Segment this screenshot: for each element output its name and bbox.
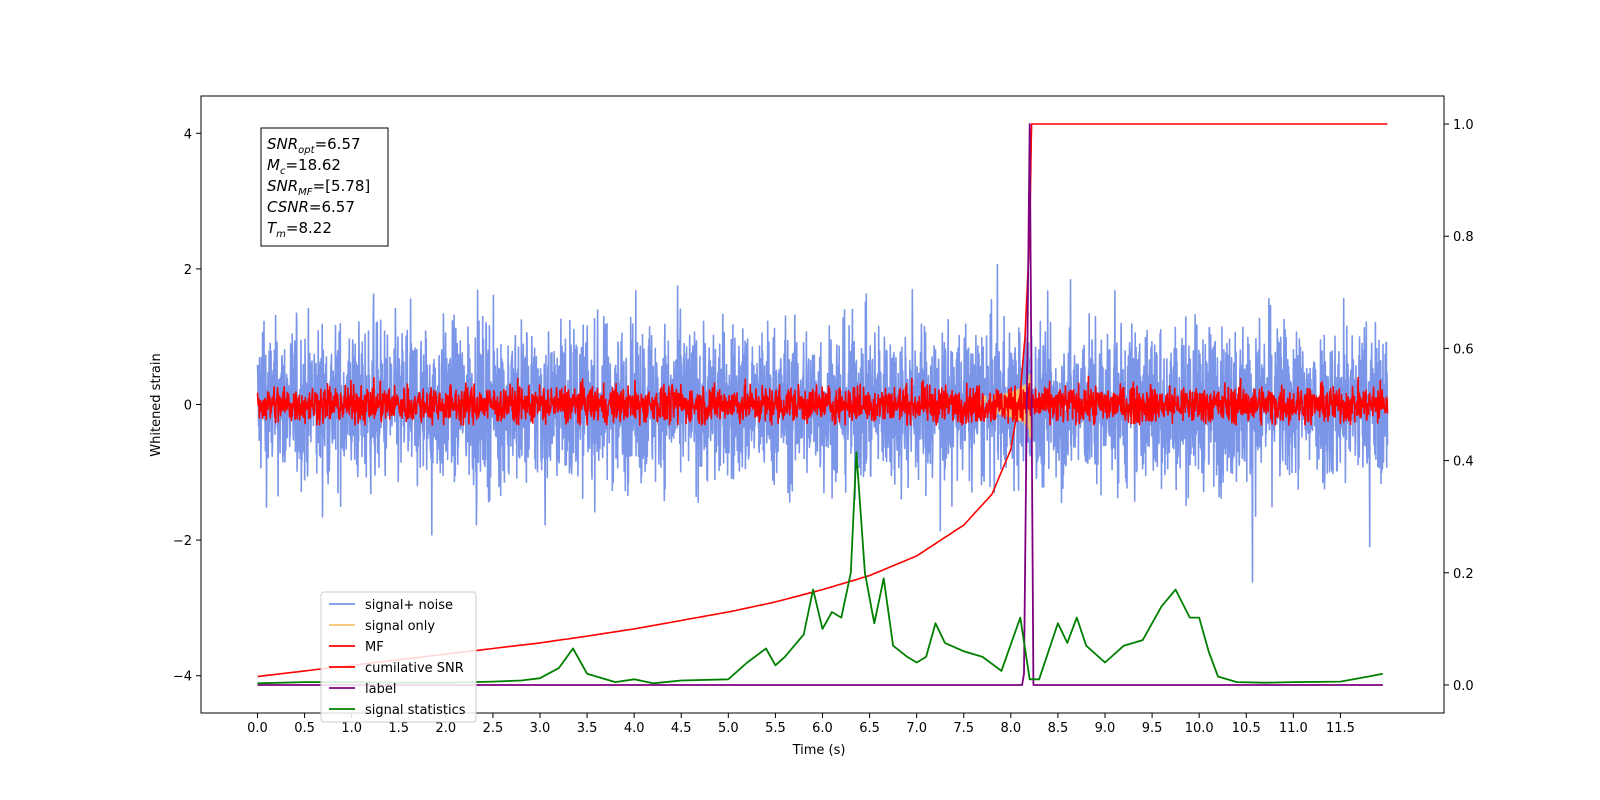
x-tick-label: 3.5 <box>577 721 598 736</box>
legend-label: cumilative SNR <box>365 661 464 676</box>
y-axis-right: 1.0 0.8 0.6 0.4 0.2 0.0 <box>1444 118 1474 694</box>
x-tick-label: 4.0 <box>624 721 645 736</box>
legend-label: signal+ noise <box>365 598 453 613</box>
x-tick-label: 5.5 <box>765 721 786 736</box>
x-tick-label: 3.0 <box>530 721 551 736</box>
legend-frame <box>320 591 477 723</box>
x-tick-label: 2.0 <box>435 721 456 736</box>
legend-label: signal statistics <box>365 703 466 718</box>
legend: signal+ noise signal only MF cumilative SNR… <box>320 591 477 723</box>
x-tick-label: 0.0 <box>247 721 268 736</box>
y-tick-label: 0 <box>184 399 192 414</box>
legend-label: label <box>365 682 396 697</box>
annotation-box: SNRopt=6.57Mc=18.62SNRMF=[5.78]CSNR=6.57… <box>260 127 389 247</box>
annotation-frame <box>260 127 389 247</box>
annotation-line: SNRMF=[5.78] <box>267 177 370 198</box>
y2-tick-label: 0.6 <box>1453 342 1474 357</box>
y-tick-label: −4 <box>173 670 192 685</box>
x-tick-label: 0.5 <box>294 721 315 736</box>
series-label-line <box>257 123 1383 686</box>
x-tick-label: 6.0 <box>812 721 833 736</box>
series-signal-noise-line <box>256 263 1389 583</box>
y2-tick-label: 1.0 <box>1453 118 1474 133</box>
annotation-line: CSNR=6.57 <box>267 198 355 216</box>
x-tick-label: 10.5 <box>1232 721 1261 736</box>
annotation-line: Tm=8.22 <box>267 219 332 240</box>
x-tick-label: 9.0 <box>1095 721 1116 736</box>
x-tick-label: 7.5 <box>953 721 974 736</box>
y2-tick-label: 0.2 <box>1453 567 1474 582</box>
x-tick-label: 5.0 <box>718 721 739 736</box>
x-axis-label: Time (s) <box>792 743 846 758</box>
x-axis: 0.0 0.5 1.0 1.5 2.0 2.5 3.0 3.5 4.0 4.5 5.0 5.5 6.0 6… <box>247 713 1355 736</box>
x-tick-label: 2.5 <box>483 721 504 736</box>
legend-label: MF <box>365 640 384 655</box>
x-tick-label: 9.5 <box>1142 721 1163 736</box>
x-tick-label: 1.5 <box>388 721 409 736</box>
x-tick-label: 6.5 <box>859 721 880 736</box>
y2-tick-label: 0.0 <box>1453 679 1474 694</box>
annotation-line: SNRopt=6.57 <box>267 135 361 156</box>
y-tick-label: 2 <box>184 263 192 278</box>
annotation-line: Mc=18.62 <box>267 156 341 177</box>
x-tick-label: 11.0 <box>1279 721 1308 736</box>
legend-label: signal only <box>365 619 435 634</box>
y2-tick-label: 0.8 <box>1453 230 1474 245</box>
y-tick-label: −2 <box>173 534 192 549</box>
y-tick-label: 4 <box>184 127 192 142</box>
x-tick-label: 7.0 <box>906 721 927 736</box>
series-mf-line <box>256 375 1389 426</box>
x-tick-label: 4.5 <box>671 721 692 736</box>
y-axis-label: Whitened strain <box>149 353 164 456</box>
x-tick-label: 11.5 <box>1326 721 1355 736</box>
x-tick-label: 8.5 <box>1048 721 1069 736</box>
x-tick-label: 8.0 <box>1000 721 1021 736</box>
x-tick-label: 1.0 <box>341 721 362 736</box>
y-axis-left: 4 2 0 −2 −4 <box>173 127 201 685</box>
x-tick-label: 10.0 <box>1185 721 1214 736</box>
series-signal-statistics-line <box>257 451 1383 685</box>
y2-tick-label: 0.4 <box>1453 455 1474 470</box>
